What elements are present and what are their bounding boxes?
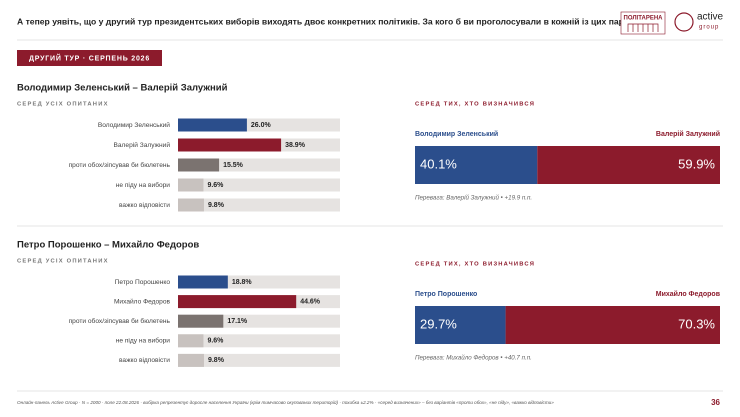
value-label: 15.5% bbox=[223, 162, 244, 169]
section-subtitle: СЕРЕД УСІХ ОПИТАНИХ bbox=[17, 259, 109, 265]
value-label: 17.1% bbox=[227, 318, 248, 325]
value-label: 9.6% bbox=[207, 182, 224, 189]
page-number: 36 bbox=[711, 398, 720, 407]
category-label: важко відповісти bbox=[119, 201, 170, 209]
annotation: Перевага: Валерій Залужний • +19.9 п.п. bbox=[415, 195, 532, 202]
split-value: 40.1% bbox=[420, 156, 457, 171]
split-bar bbox=[415, 306, 506, 344]
legend-name: Валерій Залужний bbox=[656, 130, 720, 138]
value-label: 26.0% bbox=[251, 122, 272, 129]
split-bar bbox=[505, 306, 720, 344]
section-subtitle: СЕРЕД УСІХ ОПИТАНИХ bbox=[17, 102, 109, 108]
question: А тепер уявіть, що у другий тур президен… bbox=[17, 16, 629, 26]
logo-left: ПОЛІТАРЕНА bbox=[624, 16, 664, 22]
bar bbox=[178, 353, 204, 367]
split-subtitle: СЕРЕД ТИХ, ХТО ВИЗНАЧИВСЯ bbox=[415, 262, 535, 268]
split-value: 59.9% bbox=[678, 156, 715, 171]
value-label: 38.9% bbox=[285, 142, 306, 149]
bar bbox=[178, 334, 204, 348]
logo-right-top: active bbox=[697, 12, 724, 23]
badge-text: ДРУГИЙ ТУР · СЕРПЕНЬ 2026 bbox=[29, 53, 150, 62]
split-bar bbox=[537, 146, 720, 184]
bar bbox=[178, 118, 247, 132]
badge bbox=[17, 50, 162, 66]
section-title: Володимир Зеленський – Валерій Залужний bbox=[17, 83, 228, 94]
bar bbox=[178, 295, 297, 309]
value-label: 9.8% bbox=[208, 357, 225, 364]
legend-name: Петро Порошенко bbox=[415, 291, 477, 298]
logo-columns bbox=[627, 23, 659, 32]
category-label: важко відповісти bbox=[119, 356, 170, 364]
split-value: 70.3% bbox=[678, 316, 715, 331]
bar-track bbox=[178, 353, 340, 367]
category-label: Володимир Зеленський bbox=[98, 121, 170, 129]
split-bar bbox=[415, 146, 538, 184]
legend-name: Володимир Зеленський bbox=[415, 130, 498, 138]
bar bbox=[178, 138, 282, 152]
category-label: не піду на вибори bbox=[116, 337, 171, 345]
value-label: 44.6% bbox=[300, 298, 321, 305]
bar-track bbox=[178, 178, 340, 192]
bar-track bbox=[178, 334, 340, 348]
category-label: не піду на вибори bbox=[116, 181, 171, 189]
category-label: Михайло Федоров bbox=[114, 297, 171, 305]
category-label: проти обох/зіпсував би бюлетень bbox=[69, 317, 171, 325]
bar-track bbox=[178, 198, 340, 212]
value-label: 9.6% bbox=[207, 338, 224, 345]
split-subtitle: СЕРЕД ТИХ, ХТО ВИЗНАЧИВСЯ bbox=[415, 102, 535, 108]
value-label: 18.8% bbox=[232, 279, 253, 286]
bar bbox=[178, 158, 220, 172]
logo-box bbox=[620, 11, 666, 35]
bar bbox=[178, 314, 224, 328]
category-label: проти обох/зіпсував би бюлетень bbox=[69, 161, 171, 169]
value-label: 9.8% bbox=[208, 202, 225, 209]
footer-note: Онлайн-панель Active Group · N = 2000 · … bbox=[17, 399, 554, 405]
category-label: Петро Порошенко bbox=[115, 279, 171, 286]
split-value: 29.7% bbox=[420, 316, 457, 331]
legend-name: Михайло Федоров bbox=[656, 290, 721, 298]
logo-ring bbox=[674, 12, 694, 32]
bar bbox=[178, 178, 204, 192]
bar bbox=[178, 198, 204, 212]
category-label: Валерій Залужний bbox=[113, 141, 170, 149]
bar bbox=[178, 275, 228, 289]
annotation: Перевага: Михайло Федоров • +40.7 п.п. bbox=[415, 355, 532, 362]
section-title: Петро Порошенко – Михайло Федоров bbox=[17, 240, 199, 251]
logo-right-bottom: group bbox=[699, 25, 719, 31]
